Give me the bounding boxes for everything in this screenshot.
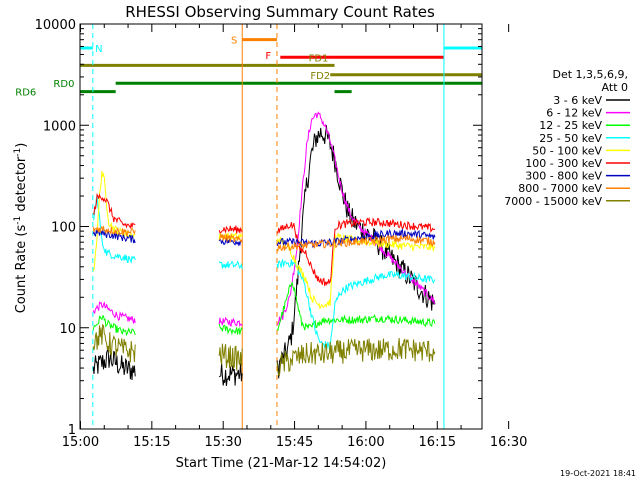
legend-label-7000-15000-kev: 7000 - 15000 keV — [504, 195, 602, 208]
y-axis-label-prefix: Count Rate (s — [14, 225, 29, 314]
series-line-800-7000-kev — [276, 233, 436, 252]
series-line-100-300-kev — [276, 216, 436, 287]
series-line-7000-15000-kev — [218, 343, 243, 371]
series-line-25-50-kev — [92, 194, 136, 264]
y-tick-label: 100 — [51, 221, 76, 236]
chart-title: RHESSI Observing Summary Count Rates — [125, 3, 435, 21]
legend-title-line-1: Det 1,3,5,6,9, — [552, 68, 628, 81]
flag-label-n: N — [95, 44, 102, 55]
y-axis-ticks: 1 10 100 1000 10000 — [35, 18, 482, 438]
series-line-3-6-kev — [218, 362, 243, 386]
y-tick-label: 10 — [59, 322, 76, 337]
flag-label-fd1: FD1 — [309, 53, 329, 64]
y-axis-label: Count Rate (s-1 detector-1) — [13, 143, 29, 314]
x-tick-label: 15:00 — [62, 435, 99, 450]
flag-label-s: S — [231, 36, 237, 47]
legend-label-50-100-kev: 50 - 100 keV — [532, 144, 602, 157]
series-line-25-50-kev — [276, 258, 436, 351]
series-line-3-6-kev — [92, 349, 136, 381]
instrument-flag-bars — [80, 38, 482, 94]
legend-label-100-300-kev: 100 - 300 keV — [525, 157, 602, 170]
series-line-25-50-kev — [218, 260, 243, 270]
y-axis-label-sup-2: -1 — [13, 148, 23, 157]
legend-label-6-12-kev: 6 - 12 keV — [546, 107, 602, 120]
y-tick-label: 10000 — [35, 18, 76, 33]
flag-label-rd6: RD6 — [15, 88, 36, 99]
series-line-12-25-kev — [218, 323, 243, 336]
flag-label-f: F — [265, 51, 271, 62]
legend-label-800-7000-kev: 800 - 7000 keV — [518, 182, 602, 195]
x-tick-label: 16:30 — [490, 435, 527, 450]
legend-title-line-2: Att 0 — [602, 81, 628, 94]
series-line-7000-15000-kev — [276, 337, 436, 376]
series-line-100-300-kev — [218, 225, 243, 234]
legend-label-300-800-kev: 300 - 800 keV — [525, 170, 602, 183]
x-tick-label: 16:15 — [419, 435, 456, 450]
legend-label-25-50-kev: 25 - 50 keV — [539, 132, 602, 145]
series-line-6-12-kev — [92, 301, 136, 324]
series-line-12-25-kev — [276, 281, 436, 332]
count-rate-series — [92, 111, 436, 386]
generation-timestamp: 19-Oct-2021 18:41 — [560, 469, 636, 478]
x-tick-label: 15:15 — [133, 435, 170, 450]
series-line-12-25-kev — [92, 315, 136, 337]
y-axis-label-mid: detector — [14, 156, 29, 216]
y-tick-label: 1000 — [43, 119, 76, 134]
series-line-7000-15000-kev — [92, 323, 136, 363]
x-axis-ticks: 15:00 15:15 15:30 15:45 16:00 16:15 16:30 — [62, 24, 527, 450]
x-axis-label: Start Time (21-Mar-12 14:54:02) — [176, 456, 387, 471]
legend-label-3-6-kev: 3 - 6 keV — [553, 94, 602, 107]
flag-label-rd0: RD0 — [53, 79, 74, 90]
y-axis-label-sup: -1 — [13, 216, 23, 225]
legend-label-12-25-kev: 12 - 25 keV — [539, 119, 602, 132]
x-tick-label: 15:45 — [276, 435, 313, 450]
series-line-6-12-kev — [218, 316, 243, 328]
series-line-100-300-kev — [93, 193, 136, 230]
series-line-800-7000-kev — [92, 225, 136, 237]
series-line-800-7000-kev — [219, 233, 243, 243]
y-tick-label: 1 — [68, 423, 76, 438]
series-line-50-100-kev — [276, 232, 436, 310]
flag-label-fd2: FD2 — [310, 71, 330, 82]
y-axis-label-suffix: ) — [14, 143, 29, 148]
x-tick-label: 16:00 — [347, 435, 384, 450]
x-tick-label: 15:30 — [204, 435, 241, 450]
series-line-3-6-kev — [276, 125, 436, 379]
series-line-50-100-kev — [92, 171, 136, 272]
